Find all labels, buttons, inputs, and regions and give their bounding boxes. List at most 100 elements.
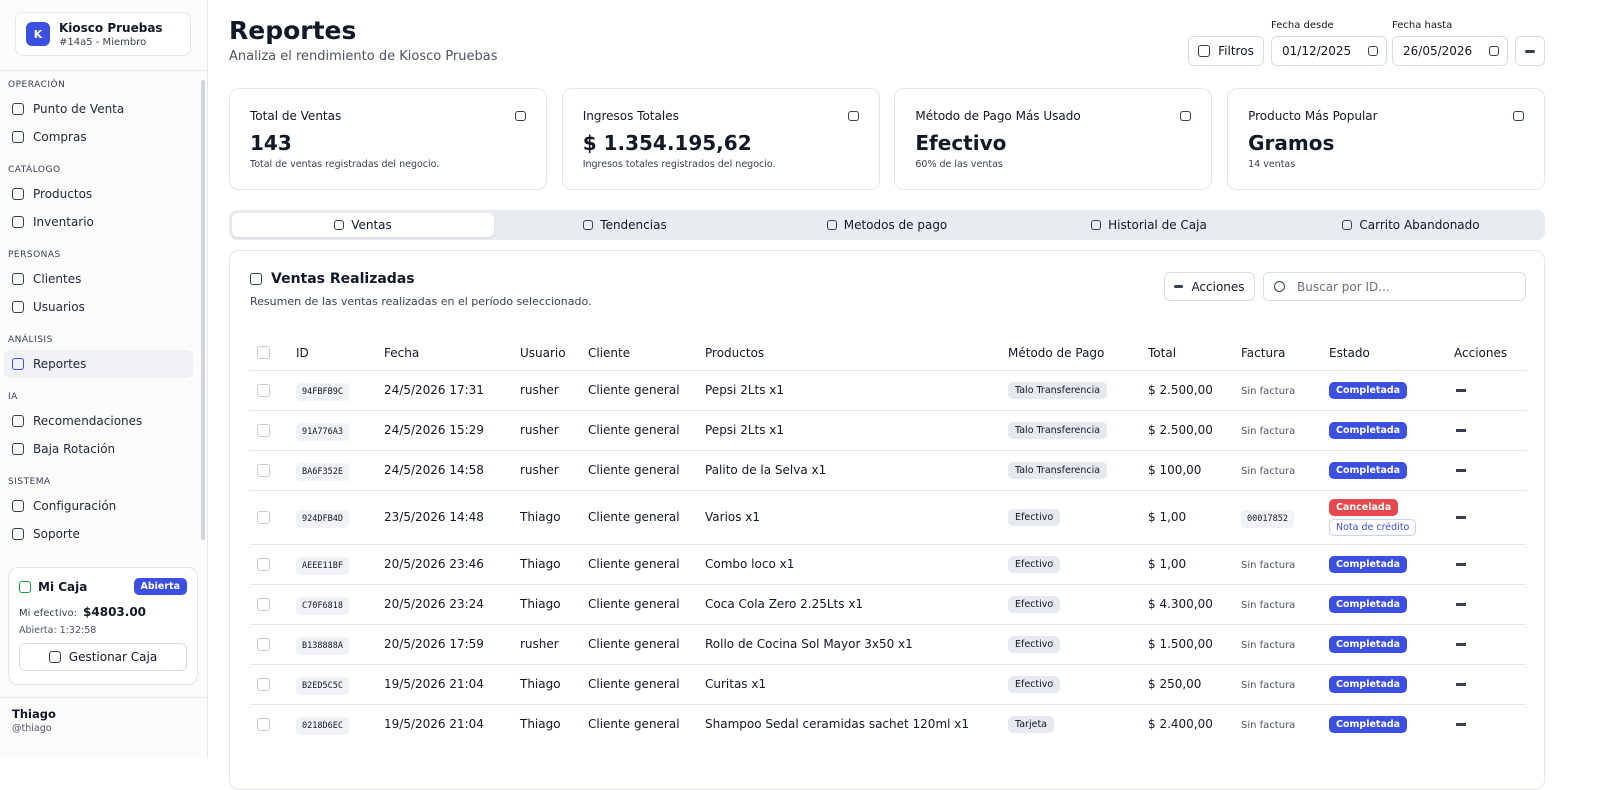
client-cell: Cliente general bbox=[588, 583, 705, 624]
row-actions[interactable] bbox=[1456, 683, 1466, 686]
checkbox[interactable] bbox=[257, 677, 270, 691]
cell: AEEE11BF bbox=[296, 543, 384, 584]
org-switcher[interactable]: K Kiosco Pruebas #14a5 - Miembro bbox=[15, 12, 191, 56]
tab[interactable]: Historial de Caja bbox=[1018, 213, 1280, 237]
products-cell: Palito de la Selva x1 bbox=[705, 449, 1008, 490]
row-actions[interactable] bbox=[1456, 643, 1466, 646]
nav-label: Clientes bbox=[33, 272, 82, 286]
section-title: ANÁLISIS bbox=[8, 335, 53, 345]
nav-item[interactable]: Recomendaciones bbox=[4, 407, 193, 435]
icon bbox=[847, 111, 859, 121]
checkbox[interactable] bbox=[257, 346, 270, 360]
nav-label: Recomendaciones bbox=[33, 414, 143, 428]
date-cell: 24/5/2026 15:29 bbox=[384, 409, 520, 450]
row-actions[interactable] bbox=[1456, 563, 1466, 566]
sidebar: K Kiosco Pruebas #14a5 - Miembro OPERACIÓN P… bbox=[0, 0, 208, 758]
checkbox[interactable] bbox=[257, 383, 270, 397]
nav-item[interactable]: Productos bbox=[4, 180, 193, 208]
nav: OPERACIÓN Punto de Venta Compras CATÁLOGO Pr… bbox=[0, 66, 208, 548]
icon bbox=[1368, 46, 1378, 56]
row-actions[interactable] bbox=[1456, 429, 1466, 432]
main: Reportes Analiza el rendimiento de Kiosco… bbox=[208, 0, 1600, 790]
cell: Sin factura bbox=[1241, 449, 1329, 490]
row-actions[interactable] bbox=[1456, 389, 1466, 392]
cell: Tarjeta bbox=[1008, 703, 1148, 744]
tab[interactable]: Tendencias bbox=[494, 213, 756, 237]
status-badge: Completada bbox=[1329, 421, 1408, 439]
row-actions[interactable] bbox=[1456, 469, 1466, 472]
cell bbox=[1454, 663, 1526, 704]
more-button[interactable] bbox=[1515, 36, 1545, 66]
cell: Sin factura bbox=[1241, 583, 1329, 624]
nav-item[interactable]: Clientes bbox=[4, 265, 193, 293]
panel-title: Ventas Realizadas bbox=[271, 271, 415, 287]
column-header: Fecha bbox=[384, 345, 420, 360]
date-cell: 20/5/2026 23:24 bbox=[384, 583, 520, 624]
sales-table: ID Fecha Usuario Cliente Productos Método de … bbox=[250, 336, 1526, 744]
nav-item[interactable]: Baja Rotación bbox=[4, 435, 193, 463]
nav-label: Punto de Venta bbox=[33, 102, 125, 116]
cell bbox=[1454, 489, 1526, 544]
sale-row: C70F6818 20/5/2026 23:24 Thiago Cliente gen… bbox=[250, 583, 1526, 624]
nav-label: Configuración bbox=[33, 499, 117, 513]
cash-card: Mi Caja Abierta Mi efectivo: $4803.00 Abiert… bbox=[8, 567, 198, 685]
nav-item[interactable]: Compras bbox=[4, 123, 193, 151]
sale-id: B138888A bbox=[296, 637, 349, 655]
checkbox[interactable] bbox=[257, 597, 270, 611]
client-cell: Cliente general bbox=[588, 449, 705, 490]
column-header: Estado bbox=[1329, 345, 1370, 360]
nav-label: Inventario bbox=[33, 215, 94, 229]
row-actions[interactable] bbox=[1456, 603, 1466, 606]
tab[interactable]: Ventas bbox=[232, 213, 494, 237]
cell: B2ED5C5C bbox=[296, 663, 384, 704]
cell: Sin factura bbox=[1241, 409, 1329, 450]
search-input[interactable]: Buscar por ID... bbox=[1263, 272, 1526, 301]
checkbox[interactable] bbox=[257, 557, 270, 571]
date-input[interactable]: 01/12/2025 bbox=[1271, 36, 1387, 66]
cell: Efectivo bbox=[1008, 663, 1148, 704]
invoice-none: Sin factura bbox=[1241, 560, 1296, 571]
checkbox[interactable] bbox=[257, 463, 270, 477]
page-subtitle: Analiza el rendimiento de Kiosco Pruebas bbox=[229, 49, 498, 64]
date-input[interactable]: 26/05/2026 bbox=[1392, 36, 1508, 66]
stat-card: Total de Ventas 143 Total de ventas regist… bbox=[229, 88, 547, 190]
checkbox[interactable] bbox=[257, 510, 270, 524]
row-actions[interactable] bbox=[1456, 516, 1466, 519]
nav-item[interactable]: Reportes bbox=[4, 350, 193, 378]
divider bbox=[0, 697, 207, 698]
nav-item[interactable]: Usuarios bbox=[4, 293, 193, 321]
icon bbox=[12, 500, 24, 512]
tab[interactable]: Metodos de pago bbox=[756, 213, 1018, 237]
sale-id: 924DFB4D bbox=[296, 510, 349, 528]
nav-item[interactable]: Configuración bbox=[4, 492, 193, 520]
date-cell: 19/5/2026 21:04 bbox=[384, 703, 520, 744]
invoice-none: Sin factura bbox=[1241, 600, 1296, 611]
date-label: Fecha hasta bbox=[1392, 20, 1453, 31]
client-cell: Cliente general bbox=[588, 409, 705, 450]
row-actions[interactable] bbox=[1456, 723, 1466, 727]
checkbox[interactable] bbox=[257, 423, 270, 437]
method-badge: Efectivo bbox=[1008, 508, 1061, 526]
org-sub: #14a5 - Miembro bbox=[59, 36, 147, 48]
checkbox[interactable] bbox=[257, 717, 270, 731]
icon bbox=[334, 220, 345, 230]
manage-cash-button[interactable]: Gestionar Caja bbox=[19, 643, 187, 671]
cell bbox=[250, 703, 296, 744]
total-cell: $ 4.300,00 bbox=[1148, 583, 1241, 624]
nav-label: Usuarios bbox=[33, 300, 85, 314]
invoice-none: Sin factura bbox=[1241, 386, 1296, 397]
actions-button[interactable]: Acciones bbox=[1164, 272, 1255, 301]
status-badge: Completada bbox=[1329, 675, 1408, 693]
icon bbox=[12, 301, 24, 313]
cell: 00017852 bbox=[1241, 489, 1329, 544]
icon bbox=[1174, 285, 1184, 288]
tab[interactable]: Carrito Abandonado bbox=[1280, 213, 1542, 237]
nav-item[interactable]: Inventario bbox=[4, 208, 193, 236]
filters-button[interactable]: Filtros bbox=[1188, 36, 1264, 66]
nav-item[interactable]: Soporte bbox=[4, 520, 193, 548]
method-badge: Efectivo bbox=[1008, 635, 1061, 653]
column-header: Acciones bbox=[1454, 345, 1508, 360]
nav-item[interactable]: Punto de Venta bbox=[4, 95, 193, 123]
checkbox[interactable] bbox=[257, 637, 270, 651]
